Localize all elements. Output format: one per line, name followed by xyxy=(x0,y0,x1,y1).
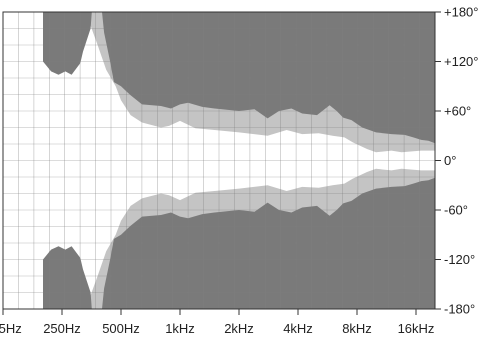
dark-region-beyond-band xyxy=(43,12,435,309)
y-tick-label: -120° xyxy=(444,252,475,267)
y-axis: +180° +120° +60° 0° -60° -120° -180° xyxy=(435,5,478,317)
x-axis: 125Hz 250Hz 500Hz 1kHz 2kHz 4kHz 8kHz 16kHz xyxy=(0,309,434,336)
x-tick-label: 500Hz xyxy=(102,321,140,336)
y-tick-label: -60° xyxy=(444,203,468,218)
y-tick-label: +180° xyxy=(444,5,478,20)
y-tick-label: 0° xyxy=(444,153,456,168)
x-tick-label: 2kHz xyxy=(224,321,254,336)
x-tick-label: 4kHz xyxy=(283,321,313,336)
x-tick-label: 8kHz xyxy=(342,321,372,336)
x-tick-label: 16kHz xyxy=(398,321,435,336)
x-tick-label: 1kHz xyxy=(165,321,195,336)
x-tick-label: 125Hz xyxy=(0,321,22,336)
grid-lines xyxy=(3,12,435,309)
y-tick-label: +120° xyxy=(444,54,478,69)
y-tick-label: -180° xyxy=(444,302,475,317)
plot-area xyxy=(2,11,436,310)
x-tick-label: 250Hz xyxy=(43,321,81,336)
y-tick-label: +60° xyxy=(444,104,471,119)
